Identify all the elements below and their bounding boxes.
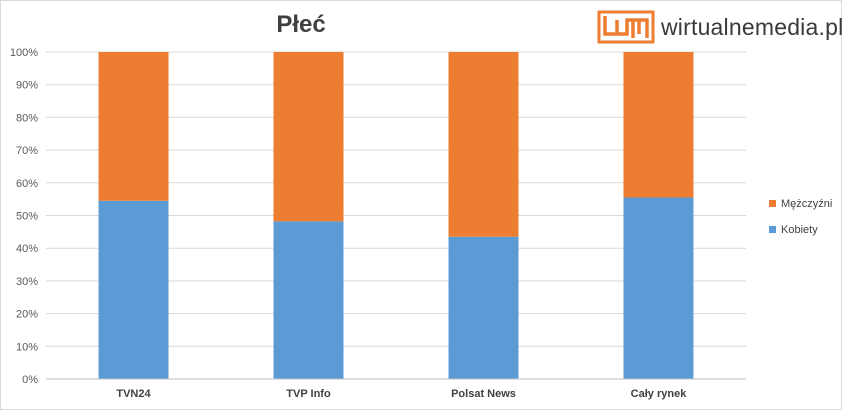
bar-kobiety-2 [273, 221, 344, 379]
bar-m-czy-ni-1 [98, 52, 169, 201]
chart-title: Płeć [276, 11, 326, 38]
y-tick-label: 30% [16, 276, 38, 288]
brand-logo: wirtualnemedia.pl [597, 9, 842, 45]
x-tick-label: Cały rynek [631, 388, 688, 400]
bar-kobiety-1 [98, 200, 169, 379]
bar-kobiety-4 [623, 197, 694, 379]
x-tick-label: TVN24 [116, 388, 151, 400]
y-tick-label: 40% [16, 243, 38, 255]
bar-m-czy-ni-2 [273, 52, 344, 222]
legend-swatch [769, 200, 776, 207]
y-tick-label: 0% [22, 374, 38, 386]
x-tick-label: Polsat News [451, 388, 516, 400]
bar-m-czy-ni-4 [623, 52, 694, 198]
wm-logo-icon [597, 10, 655, 44]
y-tick-label: 20% [16, 309, 38, 321]
y-tick-label: 70% [16, 145, 38, 157]
y-tick-label: 50% [16, 211, 38, 223]
y-tick-label: 90% [16, 80, 38, 92]
bar-kobiety-3 [448, 236, 519, 379]
x-tick-label: TVP Info [286, 388, 331, 400]
y-tick-label: 80% [16, 112, 38, 124]
y-tick-label: 100% [10, 47, 38, 59]
legend-swatch [769, 226, 776, 233]
y-tick-label: 60% [16, 178, 38, 190]
bars [98, 52, 694, 379]
legend-label: Kobiety [781, 224, 818, 236]
axes: 0% 10% 20% 30% 40% 50% 60% 70% 80% 90% 100% TVN24 TV… [10, 47, 746, 400]
brand-name: wirtualnemedia.pl [661, 13, 842, 40]
y-tick-label: 10% [16, 341, 38, 353]
bar-m-czy-ni-3 [448, 52, 519, 237]
legend: Mężczyźni Kobiety [769, 198, 832, 236]
legend-label: Mężczyźni [781, 198, 832, 210]
